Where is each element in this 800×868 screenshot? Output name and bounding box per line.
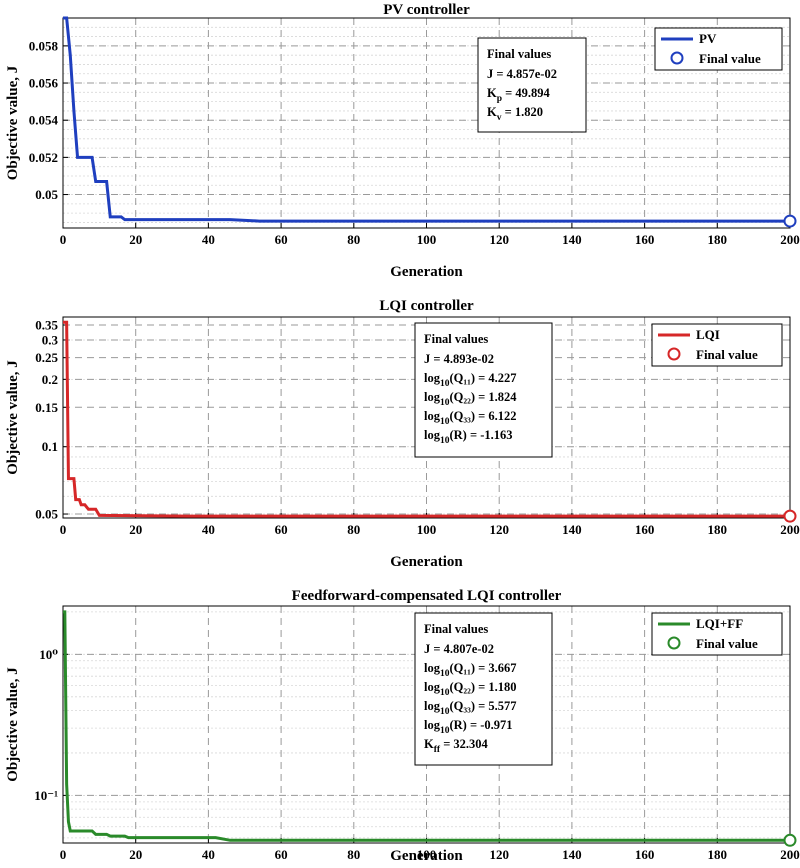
x-tick-label: 100 [417, 847, 437, 862]
final-values-line: log10(Q₂₂) = 1.180 [424, 680, 517, 698]
y-tick-label: 0.052 [29, 150, 58, 165]
x-tick-label: 80 [347, 847, 360, 862]
y-axis-label: Objective value, J [5, 65, 21, 180]
x-tick-label: 40 [202, 847, 215, 862]
final-values-line: J = 4.807e-02 [424, 642, 494, 656]
y-tick-label: 0.1 [42, 439, 58, 454]
series-line-lqi [63, 320, 790, 518]
legend-marker-swatch [667, 636, 681, 650]
x-tick-label: 160 [635, 847, 655, 862]
final-value-marker [783, 833, 797, 847]
x-tick-label: 200 [780, 847, 800, 862]
chart-panel-1: 0 20 40 60 80 100 120 140 160 180 200 0.05 0.052 0.05… [5, 2, 800, 280]
final-values-heading: Final values [424, 332, 488, 346]
x-tick-label: 200 [780, 232, 800, 247]
x-tick-label: 200 [780, 522, 800, 537]
y-tick-label: 10⁻¹ [34, 788, 58, 803]
x-axis-label: Generation [390, 848, 463, 863]
x-tick-label: 180 [708, 232, 728, 247]
y-tick-label: 10⁰ [39, 647, 58, 662]
final-values-line: log10(Q₃₃) = 5.577 [424, 699, 517, 717]
y-tick-label: 0.05 [35, 187, 58, 202]
chart-title: LQI controller [379, 298, 474, 314]
y-tick-label: 0.3 [42, 332, 59, 347]
legend-label-series: PV [699, 31, 717, 46]
x-tick-label: 0 [60, 522, 67, 537]
series-line-lqi-ff [63, 610, 790, 842]
legend-marker-swatch [670, 51, 684, 65]
final-values-line: J = 4.893e-02 [424, 352, 494, 366]
x-tick-label: 120 [489, 522, 509, 537]
x-tick-label: 120 [489, 232, 509, 247]
final-values-line: log10(R) = -1.163 [424, 428, 513, 446]
x-tick-label: 20 [129, 522, 142, 537]
chart-title: Feedforward-compensated LQI controller [292, 588, 562, 604]
x-tick-label: 180 [708, 847, 728, 862]
y-tick-label: 0.15 [35, 400, 58, 415]
x-tick-label: 100 [417, 522, 437, 537]
x-tick-label: 20 [129, 847, 142, 862]
y-tick-label: 0.058 [29, 38, 59, 53]
final-values-line: log10(R) = -0.971 [424, 718, 513, 736]
legend-marker-swatch [667, 347, 681, 361]
x-tick-label: 80 [347, 522, 360, 537]
y-tick-label: 0.25 [35, 350, 58, 365]
x-tick-label: 80 [347, 232, 360, 247]
x-tick-label: 0 [60, 847, 67, 862]
final-values-heading: Final values [487, 47, 551, 61]
final-values-line: J = 4.857e-02 [487, 67, 557, 81]
x-tick-label: 60 [275, 232, 288, 247]
chart-title: PV controller [383, 2, 470, 18]
final-values-line: log10(Q₂₂) = 1.824 [424, 390, 517, 408]
final-values-box [477, 37, 587, 133]
legend-label-series: LQI+FF [696, 616, 743, 631]
x-tick-label: 0 [60, 232, 67, 247]
y-tick-label: 0.054 [29, 113, 59, 128]
x-tick-label: 140 [562, 847, 582, 862]
final-values-line: log10(Q₁₁) = 3.667 [424, 661, 517, 679]
x-tick-label: 20 [129, 232, 142, 247]
y-tick-label: 0.2 [42, 372, 58, 387]
x-tick-label: 120 [489, 847, 509, 862]
x-tick-label: 40 [202, 232, 215, 247]
final-values-line: log10(Q₁₁) = 4.227 [424, 371, 517, 389]
x-tick-label: 180 [708, 522, 728, 537]
final-values-box [414, 322, 553, 458]
y-axis-label: Objective value, J [5, 360, 21, 475]
x-tick-label: 160 [635, 232, 655, 247]
final-values-line: Kff = 32.304 [424, 737, 489, 755]
x-axis-label: Generation [390, 554, 463, 570]
x-tick-label: 40 [202, 522, 215, 537]
legend-label-final: Final value [696, 347, 758, 362]
y-axis-label: Objective value, J [5, 667, 21, 782]
legend-label-final: Final value [696, 636, 758, 651]
final-values-box [414, 612, 553, 766]
series-line-pv [63, 16, 790, 223]
y-tick-label: 0.05 [35, 507, 58, 522]
final-values-line: log10(Q₃₃) = 6.122 [424, 409, 517, 427]
x-tick-label: 100 [417, 232, 437, 247]
final-value-marker [783, 509, 797, 523]
y-tick-label: 0.35 [35, 317, 58, 332]
final-values-line: Kv = 1.820 [487, 105, 543, 123]
legend-label-final: Final value [699, 51, 761, 66]
chart-panel-2: 0 20 40 60 80 100 120 140 160 180 200 0.05 0.1 0.15 0.… [5, 298, 800, 570]
x-tick-label: 140 [562, 232, 582, 247]
x-tick-label: 60 [275, 522, 288, 537]
x-tick-label: 160 [635, 522, 655, 537]
final-values-line: Kp = 49.894 [487, 86, 551, 104]
x-axis-label: Generation [390, 264, 463, 280]
y-tick-label: 0.056 [29, 76, 59, 91]
final-value-marker [783, 214, 797, 228]
final-values-heading: Final values [424, 622, 488, 636]
x-tick-label: 60 [275, 847, 288, 862]
legend-label-series: LQI [696, 327, 720, 342]
x-tick-label: 140 [562, 522, 582, 537]
chart-panel-3: 0 20 40 60 80 100 120 140 160 180 200 10⁻¹ 10⁰ Feedfo… [5, 588, 800, 864]
